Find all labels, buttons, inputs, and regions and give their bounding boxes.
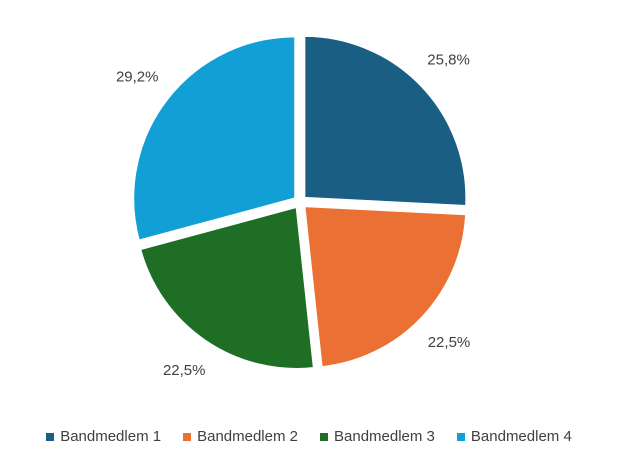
legend-label-1: Bandmedlem 1: [60, 428, 162, 445]
legend-label-4: Bandmedlem 4: [470, 428, 572, 445]
legend-swatch-2: [183, 432, 192, 441]
pie-slice-2: [303, 205, 468, 369]
legend-label-3: Bandmedlem 3: [334, 428, 435, 445]
pie-plot-area: 25,8% 22,5% 22,5% 29,2%: [116, 34, 471, 379]
legend-item-1: Bandmedlem 1: [46, 428, 161, 445]
legend-label-2: Bandmedlem 2: [197, 428, 298, 445]
data-label-4: 29,2%: [116, 68, 159, 85]
pie-slice-4: [132, 35, 297, 242]
data-label-3: 22,5%: [163, 362, 206, 379]
legend-swatch-1: [46, 432, 55, 441]
legend-item-2: Bandmedlem 2: [183, 428, 298, 445]
legend-item-4: Bandmedlem 4: [456, 428, 572, 445]
legend-swatch-3: [320, 432, 328, 441]
legend-swatch-4: [456, 432, 465, 441]
legend-item-3: Bandmedlem 3: [320, 428, 435, 445]
data-label-2: 22,5%: [428, 334, 471, 351]
pie-slice-3: [138, 205, 315, 370]
legend: Bandmedlem 1 Bandmedlem 2 Bandmedlem 3 B…: [0, 428, 618, 445]
data-label-1: 25,8%: [427, 52, 470, 69]
pie-slice-1: [303, 34, 468, 208]
